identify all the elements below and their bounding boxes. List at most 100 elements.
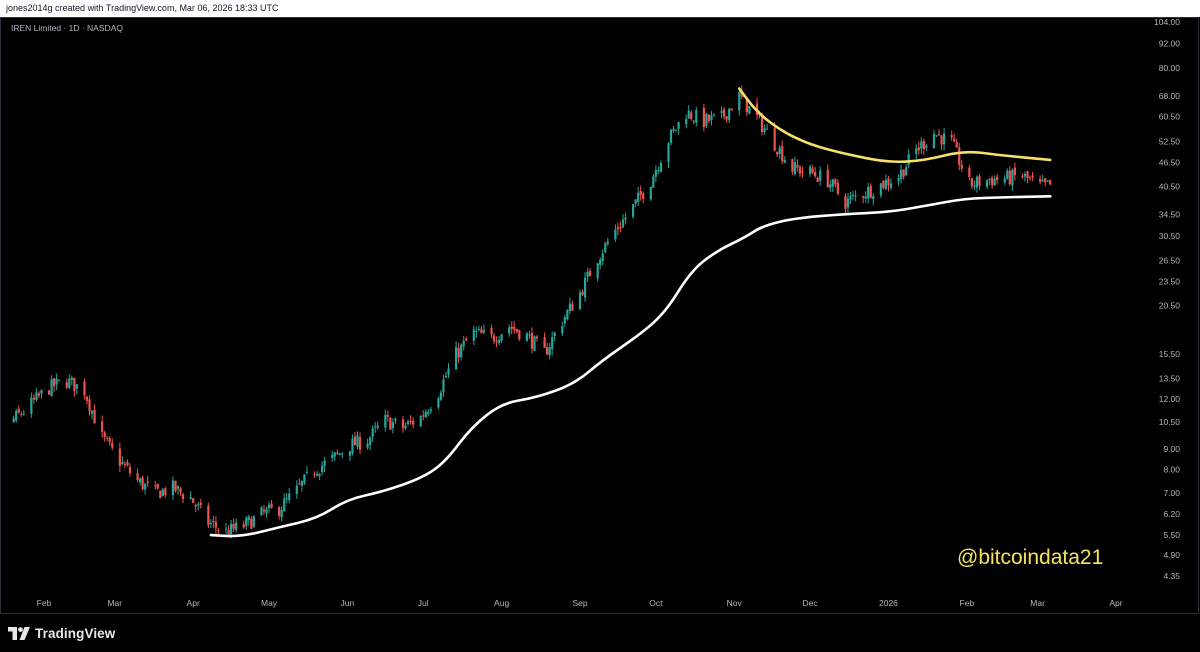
- candle-body: [1039, 178, 1042, 183]
- candle-body: [126, 462, 129, 466]
- candle-body: [192, 498, 195, 503]
- candle-body: [905, 167, 908, 176]
- candle-body: [642, 193, 645, 199]
- time-tick-label: Oct: [649, 598, 663, 608]
- candle-body: [864, 196, 867, 199]
- candle-body: [942, 133, 946, 145]
- candle-body: [601, 253, 604, 261]
- candle-body: [106, 437, 109, 439]
- price-tick-label: 13.50: [1159, 373, 1181, 383]
- time-tick-label: Aug: [494, 598, 509, 608]
- candle-body: [1013, 167, 1016, 176]
- candle-body: [159, 490, 162, 499]
- candle-body: [406, 421, 410, 425]
- candle-body: [199, 502, 202, 506]
- candle-body: [384, 414, 387, 428]
- candle-body: [566, 310, 569, 320]
- candle-body: [902, 169, 905, 177]
- candle-body: [412, 420, 415, 425]
- candle-body: [578, 292, 582, 310]
- candle-body: [973, 185, 976, 187]
- time-tick-label: Feb: [37, 598, 52, 608]
- candle-body: [65, 382, 68, 388]
- candle-body: [1023, 173, 1027, 177]
- candle-body: [336, 452, 339, 454]
- price-tick-label: 60.50: [1159, 112, 1181, 122]
- price-tick-label: 30.50: [1159, 231, 1181, 241]
- candle-body: [674, 129, 678, 131]
- candle-body: [958, 147, 961, 166]
- candle-body: [978, 176, 981, 186]
- candle-body: [462, 340, 465, 347]
- candle-body: [356, 435, 359, 447]
- candle-body: [561, 325, 564, 334]
- candle-body: [321, 465, 324, 473]
- price-tick-label: 104.00: [1154, 17, 1180, 27]
- candle-body: [156, 483, 159, 489]
- price-tick-label: 4.90: [1163, 550, 1180, 560]
- candle-body: [369, 437, 372, 445]
- candle-body: [551, 337, 554, 349]
- candle-body: [455, 347, 458, 370]
- candle-body: [993, 178, 996, 186]
- price-tick-label: 8.00: [1163, 465, 1180, 475]
- candle-body: [442, 379, 445, 393]
- price-tick-label: 5.50: [1163, 530, 1180, 540]
- time-tick-label: Dec: [803, 598, 819, 608]
- candle-body: [497, 339, 501, 343]
- candle-body: [338, 453, 341, 455]
- candle-body: [280, 509, 283, 518]
- candle-body: [596, 263, 599, 279]
- candle-body: [300, 481, 303, 486]
- candle-body: [829, 184, 832, 188]
- candle-body: [35, 392, 38, 401]
- candle-body: [341, 453, 344, 455]
- candle-body: [1021, 176, 1024, 178]
- price-tick-label: 26.50: [1159, 256, 1181, 266]
- candle-body: [270, 503, 273, 508]
- price-tick-label: 6.20: [1163, 509, 1180, 519]
- candle-body: [17, 408, 20, 413]
- candle-body: [745, 98, 748, 113]
- candle-body: [801, 171, 804, 173]
- candle-body: [631, 204, 635, 217]
- candle-body: [619, 226, 622, 228]
- candle-body: [465, 338, 468, 341]
- candle-body: [401, 419, 405, 428]
- candle-body: [851, 194, 855, 197]
- candle-body: [376, 425, 379, 428]
- candle-body: [548, 347, 551, 356]
- candle-body: [40, 390, 43, 394]
- candle-body: [15, 410, 18, 421]
- candle-body: [836, 183, 839, 194]
- candle-body: [242, 524, 245, 528]
- candle-body: [404, 425, 407, 429]
- candle-body: [525, 333, 529, 341]
- candle-body: [209, 523, 212, 525]
- author-watermark: @bitcoindata21: [957, 546, 1104, 569]
- candle-body: [1003, 178, 1006, 183]
- candle-body: [285, 497, 288, 500]
- candle-body: [141, 477, 144, 490]
- candle-body: [968, 167, 971, 178]
- candle-body: [444, 375, 448, 378]
- symbol-legend[interactable]: IREN Limited · 1D · NASDAQ: [11, 23, 123, 33]
- candle-body: [637, 192, 640, 202]
- candle-body: [12, 418, 15, 422]
- candle-body: [288, 493, 291, 500]
- candle-body: [530, 332, 534, 349]
- candle-body: [695, 109, 698, 123]
- candle-body: [161, 489, 164, 496]
- time-tick-label: Sep: [572, 598, 587, 608]
- candle-body: [298, 483, 301, 485]
- tradingview-brand[interactable]: TradingView: [8, 625, 115, 641]
- candle-body: [712, 113, 716, 115]
- candle-body: [55, 378, 58, 385]
- candle-body: [899, 169, 903, 180]
- candle-body: [685, 118, 688, 125]
- candle-body: [589, 270, 592, 277]
- candle-body: [872, 196, 875, 200]
- candle-body: [970, 178, 973, 187]
